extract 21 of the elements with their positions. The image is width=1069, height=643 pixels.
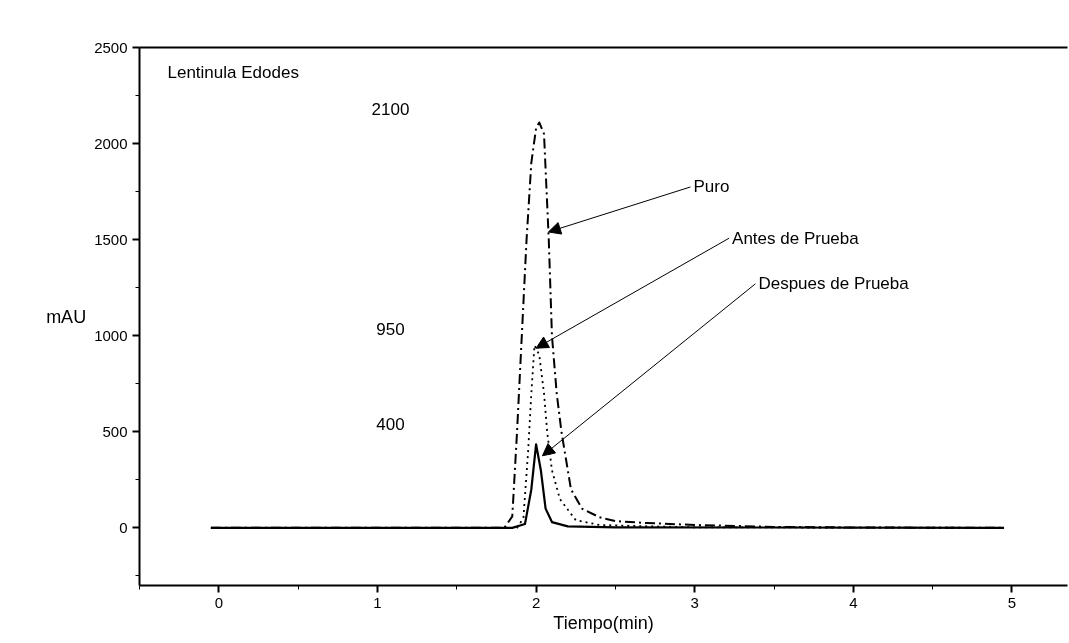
annotation: Despues de Prueba xyxy=(758,274,910,294)
y-axis-title: mAU xyxy=(46,306,87,327)
y-tick-label: 500 xyxy=(102,422,128,440)
x-axis-title: Tiempo(min) xyxy=(553,612,654,633)
annotation: Puro xyxy=(693,177,730,197)
x-tick-label: 2 xyxy=(531,593,541,611)
annotation: 400 xyxy=(376,414,405,434)
x-tick-label: 4 xyxy=(849,593,858,611)
annotation: 950 xyxy=(376,319,405,339)
annotation: 2100 xyxy=(371,99,410,119)
annotation: Antes de Prueba xyxy=(732,228,860,248)
x-tick-label: 1 xyxy=(373,593,382,611)
x-tick-label: 3 xyxy=(690,593,699,611)
y-tick-label: 2500 xyxy=(94,38,128,56)
y-tick-label: 0 xyxy=(119,518,128,536)
x-tick-label: 5 xyxy=(1007,593,1017,611)
y-tick-label: 1500 xyxy=(94,230,128,248)
text: Lentinula Edodes xyxy=(167,62,299,82)
x-tick-label: 0 xyxy=(214,593,223,611)
y-tick-label: 2000 xyxy=(94,134,128,152)
y-tick-label: 1000 xyxy=(94,326,128,344)
